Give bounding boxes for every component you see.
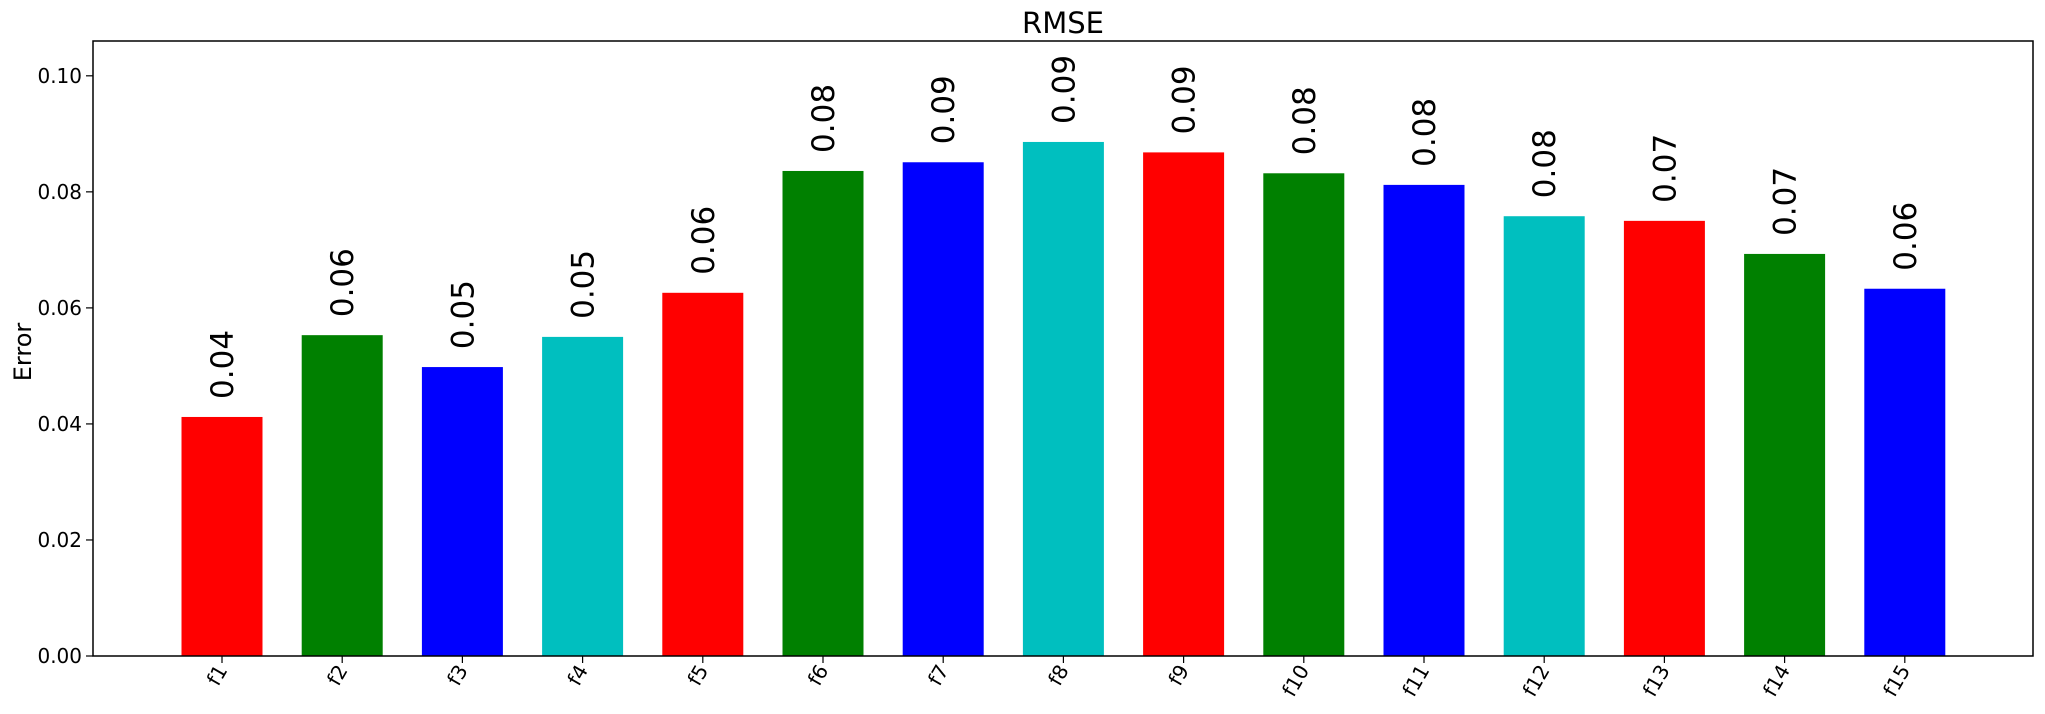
bar-f3 (421, 367, 503, 656)
bar-f11 (1383, 184, 1465, 657)
bar-f1 (181, 416, 263, 656)
x-tick-label-f10: f10 (1277, 661, 1314, 701)
value-label-f8: 0.09 (1046, 55, 1082, 124)
plot-area: 0.00 0.02 0.04 0.06 0.08 0.10 0.04 f1 0.06 f2 0.05… (37, 55, 1946, 701)
x-tick-label-f13: f13 (1638, 661, 1675, 701)
x-tick-label-f4: f4 (562, 661, 593, 690)
x-tick-label-f7: f7 (923, 661, 954, 690)
x-tick-label-f15: f15 (1878, 661, 1915, 701)
x-tick-label-f11: f11 (1397, 661, 1434, 701)
bar-f9 (1143, 152, 1225, 656)
value-label-f9: 0.09 (1167, 65, 1203, 134)
value-label-f7: 0.09 (926, 75, 962, 144)
y-tick-label: 0.00 (37, 644, 82, 668)
y-tick-label: 0.10 (37, 64, 82, 88)
y-tick-label: 0.02 (37, 528, 82, 552)
bar-f15 (1864, 288, 1946, 656)
plot-frame (92, 40, 2034, 657)
value-label-f5: 0.06 (686, 206, 722, 275)
bar-f4 (542, 336, 624, 656)
value-label-f2: 0.06 (325, 248, 361, 317)
bar-f6 (782, 170, 864, 656)
bar-f10 (1263, 173, 1345, 656)
value-label-f12: 0.08 (1527, 129, 1563, 198)
value-label-f10: 0.08 (1287, 86, 1323, 155)
bar-f13 (1623, 220, 1705, 656)
x-tick-label-f1: f1 (202, 661, 233, 690)
x-tick-label-f14: f14 (1758, 661, 1795, 701)
bar-f8 (1022, 141, 1104, 657)
x-tick-label-f6: f6 (803, 661, 834, 690)
value-label-f1: 0.04 (205, 330, 241, 399)
x-tick-label-f5: f5 (682, 661, 713, 690)
x-tick-label-f2: f2 (322, 661, 353, 690)
y-tick-label: 0.04 (37, 412, 82, 436)
y-tick-label: 0.08 (37, 180, 82, 204)
bar-f14 (1744, 253, 1826, 656)
bar-f2 (301, 335, 383, 656)
x-tick-label-f9: f9 (1163, 661, 1194, 690)
value-label-f3: 0.05 (445, 280, 481, 349)
y-tick-label: 0.06 (37, 296, 82, 320)
y-axis-label: Error (9, 323, 37, 382)
value-label-f11: 0.08 (1407, 98, 1443, 167)
value-label-f13: 0.07 (1647, 134, 1683, 203)
bar-f12 (1503, 216, 1585, 656)
bar-f5 (662, 292, 744, 656)
x-tick-label-f12: f12 (1517, 661, 1554, 701)
value-label-f6: 0.08 (806, 84, 842, 153)
value-label-f14: 0.07 (1768, 167, 1804, 236)
chart-title: RMSE (1022, 6, 1104, 40)
value-label-f4: 0.05 (566, 250, 602, 319)
bar-f7 (902, 162, 984, 656)
x-tick-label-f3: f3 (442, 661, 473, 690)
value-label-f15: 0.06 (1888, 202, 1924, 271)
x-tick-label-f8: f8 (1043, 661, 1074, 690)
